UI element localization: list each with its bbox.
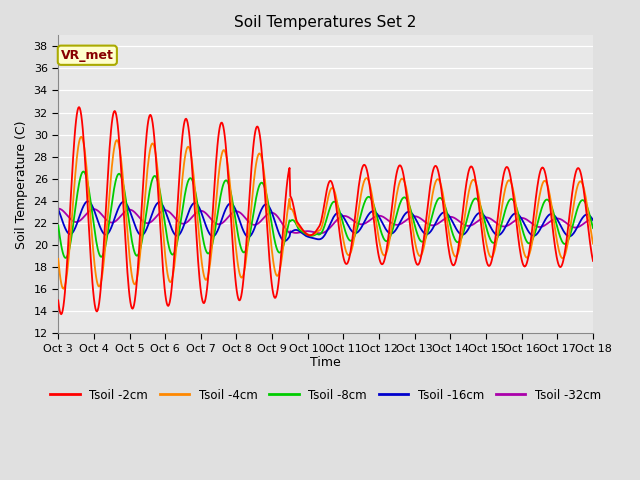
Legend: Tsoil -2cm, Tsoil -4cm, Tsoil -8cm, Tsoil -16cm, Tsoil -32cm: Tsoil -2cm, Tsoil -4cm, Tsoil -8cm, Tsoi…	[45, 384, 605, 406]
Text: VR_met: VR_met	[61, 49, 114, 62]
X-axis label: Time: Time	[310, 357, 341, 370]
Title: Soil Temperatures Set 2: Soil Temperatures Set 2	[234, 15, 417, 30]
Y-axis label: Soil Temperature (C): Soil Temperature (C)	[15, 120, 28, 249]
